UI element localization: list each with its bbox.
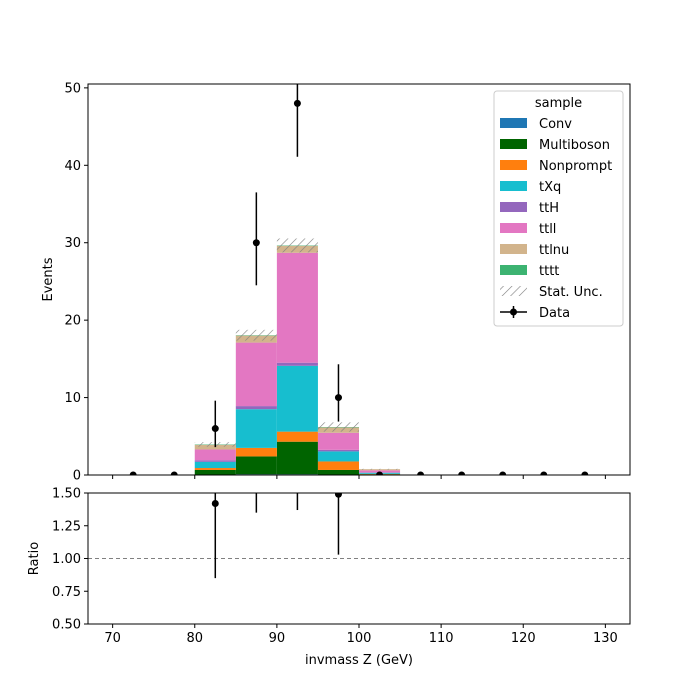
legend-label-conv: Conv bbox=[539, 117, 572, 132]
legend: sample Conv Multiboson Nonprompt tXq ttH ttll t… bbox=[493, 90, 624, 327]
data-point-1 bbox=[170, 471, 178, 475]
data-point-5 bbox=[334, 394, 342, 402]
ratio-points bbox=[211, 476, 342, 579]
main-ytick-label-10: 10 bbox=[64, 391, 81, 406]
legend-label-tth: ttH bbox=[539, 201, 559, 216]
legend-swatch-ttlnu bbox=[500, 244, 527, 254]
legend-label-stat-unc: Stat. Unc. bbox=[539, 285, 603, 300]
bar-nonprompt-bin-5 bbox=[317, 461, 359, 470]
data-point-4 bbox=[293, 99, 301, 107]
legend-swatch-conv bbox=[500, 118, 527, 128]
bar-txq-bin-4 bbox=[276, 365, 318, 432]
stat-unc-bin-4 bbox=[276, 238, 318, 253]
legend-label-multiboson: Multiboson bbox=[539, 138, 610, 153]
bar-tth-bin-2 bbox=[194, 460, 236, 462]
bar-nonprompt-bin-4 bbox=[276, 431, 318, 442]
data-point-11 bbox=[581, 471, 589, 475]
ratio-point-3 bbox=[334, 493, 342, 498]
main-ytick-label-50: 50 bbox=[64, 81, 81, 96]
legend-label-data: Data bbox=[539, 306, 570, 321]
ratio-ytick-label-1.50: 1.50 bbox=[52, 487, 81, 502]
legend-swatch-multiboson bbox=[500, 139, 527, 149]
data-point-10 bbox=[540, 471, 548, 475]
legend-label-txq: tXq bbox=[539, 180, 561, 195]
ratio-ytick-label-1.00: 1.00 bbox=[52, 552, 81, 567]
bar-ttll-bin-2 bbox=[194, 449, 236, 461]
main-ytick-label-30: 30 bbox=[64, 236, 81, 251]
ratio-point-2 bbox=[294, 480, 301, 487]
ratio-point-1 bbox=[253, 476, 260, 483]
bar-tth-bin-5 bbox=[317, 449, 359, 452]
main-ylabel: Events bbox=[41, 257, 56, 301]
legend-swatch-tttt bbox=[500, 265, 527, 275]
xtick-label-80: 80 bbox=[186, 631, 203, 646]
data-point-2 bbox=[211, 425, 219, 433]
ratio-axes-frame bbox=[87, 492, 631, 625]
legend-data-marker bbox=[510, 308, 517, 316]
ratio-ytick-label-0.50: 0.50 bbox=[52, 618, 81, 633]
bar-tth-bin-3 bbox=[235, 406, 277, 410]
main-plot-area: 0 10 20 30 40 50 Events bbox=[41, 81, 631, 484]
stacked-histogram bbox=[194, 245, 401, 475]
stat-unc-bin-6 bbox=[359, 468, 401, 470]
ratio-ytick-label-1.25: 1.25 bbox=[52, 519, 81, 534]
legend-label-nonprompt: Nonprompt bbox=[539, 159, 612, 174]
main-ytick-label-20: 20 bbox=[64, 314, 81, 329]
main-ytick-label-40: 40 bbox=[64, 159, 81, 174]
xtick-label-130: 130 bbox=[593, 631, 618, 646]
legend-label-ttll: ttll bbox=[539, 222, 556, 237]
data-point-6 bbox=[376, 471, 384, 475]
bar-multiboson-bin-2 bbox=[194, 469, 236, 475]
xlabel: invmass Z (GeV) bbox=[305, 653, 413, 668]
bar-ttll-bin-5 bbox=[317, 432, 359, 450]
xtick-label-120: 120 bbox=[511, 631, 536, 646]
ratio-ytick-label-0.75: 0.75 bbox=[52, 585, 81, 600]
bar-tth-bin-4 bbox=[276, 362, 318, 366]
data-point-8 bbox=[458, 471, 466, 475]
stat-unc-bin-3 bbox=[235, 329, 277, 341]
bar-multiboson-bin-4 bbox=[276, 441, 318, 475]
xtick-label-70: 70 bbox=[104, 631, 121, 646]
legend-swatch-txq bbox=[500, 181, 527, 191]
xtick-label-90: 90 bbox=[269, 631, 286, 646]
xtick-label-100: 100 bbox=[347, 631, 372, 646]
stat-unc-bin-5 bbox=[317, 422, 359, 432]
legend-label-ttlnu: ttlnu bbox=[539, 243, 569, 258]
data-point-0 bbox=[129, 471, 137, 475]
bar-multiboson-bin-3 bbox=[235, 456, 277, 475]
bar-nonprompt-bin-3 bbox=[235, 447, 277, 457]
legend-title: sample bbox=[535, 96, 582, 111]
bar-nonprompt-bin-2 bbox=[194, 468, 236, 470]
ratio-ylabel: Ratio bbox=[27, 542, 42, 575]
ratio-point-0 bbox=[211, 499, 219, 507]
bar-ttll-bin-3 bbox=[235, 342, 277, 407]
data-point-3 bbox=[252, 239, 260, 247]
bar-txq-bin-3 bbox=[235, 409, 277, 448]
legend-swatch-ttll bbox=[500, 223, 527, 233]
bar-ttll-bin-4 bbox=[276, 252, 318, 363]
data-point-7 bbox=[417, 471, 425, 475]
ratio-plot-area: 0.50 0.75 1.00 1.25 1.50 70 80 90 100 110 120 130 Ra… bbox=[27, 476, 631, 668]
legend-label-tttt: tttt bbox=[539, 264, 559, 279]
legend-swatch-stat-unc bbox=[500, 286, 527, 296]
bar-txq-bin-5 bbox=[317, 451, 359, 462]
legend-swatch-nonprompt bbox=[500, 160, 527, 170]
xtick-label-110: 110 bbox=[429, 631, 454, 646]
data-point-9 bbox=[499, 471, 507, 475]
data-points bbox=[129, 84, 589, 475]
bar-ttlnu-bin-6 bbox=[359, 469, 401, 471]
bar-txq-bin-2 bbox=[194, 461, 236, 469]
main-ytick-label-0: 0 bbox=[73, 469, 81, 484]
legend-swatch-tth bbox=[500, 202, 527, 212]
bar-multiboson-bin-5 bbox=[317, 469, 359, 475]
